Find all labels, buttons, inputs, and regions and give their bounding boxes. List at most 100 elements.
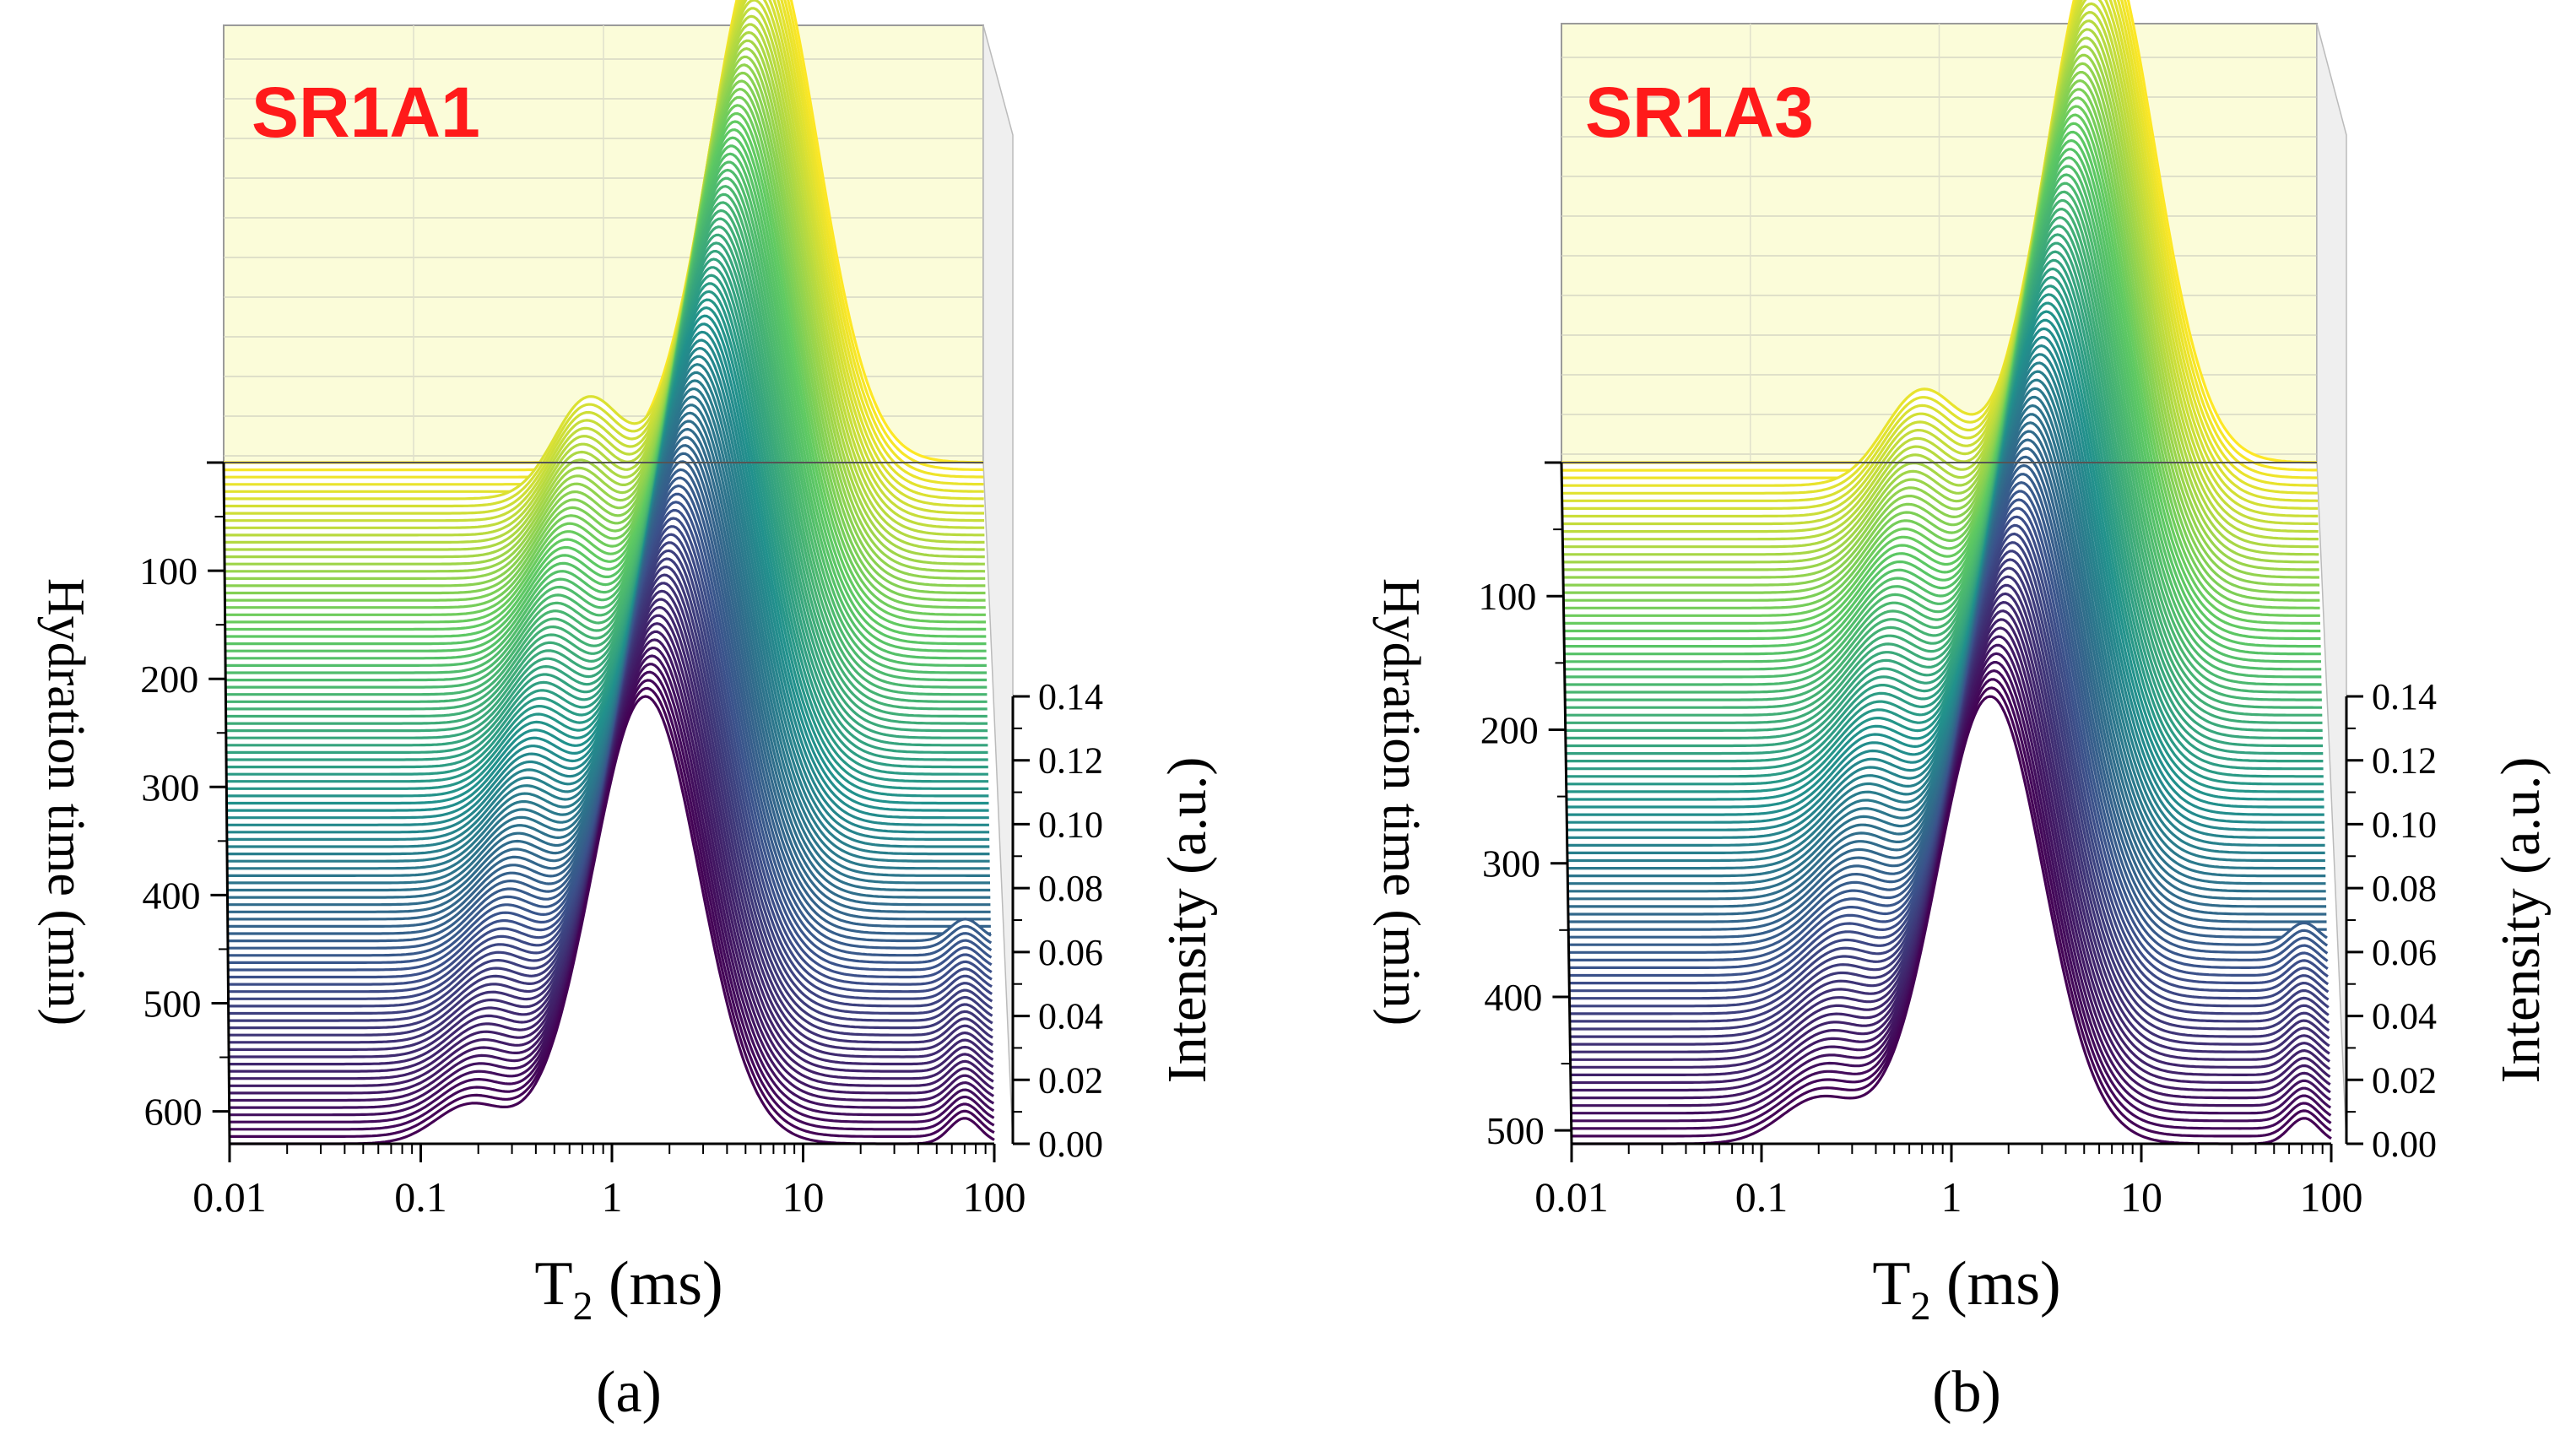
z-tick-label: 0.14 — [1038, 676, 1103, 718]
series-line — [1562, 11, 2319, 533]
y-tick-label: 600 — [144, 1091, 203, 1134]
series-line — [224, 0, 985, 523]
series-line — [225, 241, 988, 739]
y-axis-line — [1560, 462, 1573, 1145]
series-line — [1561, 0, 2319, 518]
series-line — [225, 47, 985, 566]
x-tick-label: 0.1 — [1735, 1173, 1789, 1221]
series-line — [1562, 45, 2319, 564]
y-tick-label: 500 — [1486, 1109, 1545, 1152]
waterfall-series — [224, 0, 995, 1145]
x-axis: 0.01 0.1 1 10 100 — [192, 1142, 1026, 1221]
series-line — [1567, 327, 2324, 816]
series-line — [225, 176, 988, 682]
y-axis-title: Hydration time (min) — [1372, 578, 1430, 1026]
z-axis: 0.00 0.02 0.04 0.06 0.08 0.10 0.12 0.14 — [1011, 676, 1103, 1165]
x-axis: 0.01 0.1 1 10 100 — [1534, 1142, 2363, 1221]
y-axis-title: Hydration time (min) — [37, 578, 95, 1026]
series-line — [225, 120, 987, 631]
series-line — [1562, 19, 2319, 541]
series-line — [224, 0, 984, 501]
series-line — [225, 208, 988, 711]
series-line — [224, 14, 985, 537]
series-line — [1566, 301, 2324, 793]
z-tick-label: 0.04 — [2372, 996, 2437, 1037]
y-tick-label: 100 — [1478, 575, 1536, 618]
series-line — [1565, 208, 2323, 709]
series-line — [1567, 336, 2324, 824]
y-axis: 100 200 300 400 500 — [1478, 461, 1573, 1152]
series-line — [1566, 258, 2324, 755]
x-tick-label: 100 — [2300, 1173, 2363, 1221]
series-line — [224, 23, 985, 544]
series-line — [1566, 267, 2324, 763]
series-line — [1564, 122, 2321, 633]
series-line — [1562, 36, 2319, 556]
series-line — [226, 282, 988, 776]
series-line — [1563, 113, 2320, 625]
z-tick-label: 0.00 — [2372, 1124, 2437, 1165]
y-axis: 100 200 300 400 500 600 — [139, 461, 231, 1145]
series-line — [225, 55, 986, 573]
panel-title: SR1A3 — [1585, 73, 1814, 152]
series-line — [1562, 2, 2319, 526]
series-line — [1566, 293, 2324, 786]
series-line — [225, 111, 986, 624]
z-tick-label: 0.04 — [1038, 996, 1103, 1037]
panel-label: (a) — [596, 1360, 662, 1425]
series-line — [225, 71, 986, 588]
series-line — [225, 63, 986, 580]
series-line — [225, 136, 987, 646]
y-tick-label: 300 — [1482, 842, 1540, 885]
series-line — [1564, 156, 2321, 663]
series-line — [224, 30, 985, 551]
series-line — [225, 192, 988, 696]
series-line — [1563, 88, 2320, 602]
z-tick-label: 0.12 — [1038, 740, 1103, 782]
series-line — [225, 128, 987, 638]
series-line — [225, 233, 988, 733]
series-line — [225, 217, 988, 718]
series-line — [1561, 0, 2318, 495]
z-axis-title: Intensity (a.u.) — [2490, 757, 2552, 1084]
series-line — [226, 273, 988, 769]
series-line — [1564, 173, 2322, 679]
series-line — [225, 88, 986, 602]
series-line — [1563, 71, 2320, 587]
series-line — [1567, 318, 2324, 809]
y-tick-label: 200 — [1480, 708, 1539, 751]
series-line — [1563, 96, 2320, 609]
series-line — [1565, 198, 2322, 701]
series-line — [226, 298, 989, 790]
series-line — [225, 225, 988, 725]
z-tick-label: 0.12 — [2372, 740, 2437, 782]
series-line — [226, 290, 989, 783]
z-tick-label: 0.08 — [2372, 868, 2437, 909]
series-line — [1565, 233, 2323, 732]
series-fill — [230, 696, 994, 1144]
series-line — [1566, 284, 2324, 778]
x-axis-title: T2 (ms) — [1872, 1249, 2060, 1329]
series-line — [1565, 225, 2323, 724]
series-line — [226, 266, 988, 761]
series-line — [1566, 310, 2324, 801]
series-line — [225, 160, 987, 667]
x-tick-label: 1 — [602, 1173, 623, 1221]
z-tick-label: 0.10 — [2372, 804, 2437, 845]
series-line — [225, 79, 986, 595]
series-line — [225, 39, 985, 559]
x-tick-label: 10 — [2120, 1173, 2162, 1221]
series-line — [1564, 130, 2321, 641]
y-tick-label: 500 — [143, 982, 202, 1025]
series-line — [1564, 181, 2322, 686]
series-line — [1565, 216, 2323, 717]
series-line — [1564, 148, 2321, 656]
panel-label: (b) — [1932, 1360, 2001, 1425]
series-line — [225, 95, 986, 609]
series-line — [1561, 0, 2318, 487]
series-line — [1566, 276, 2324, 771]
waterfall-series — [1561, 0, 2332, 1145]
